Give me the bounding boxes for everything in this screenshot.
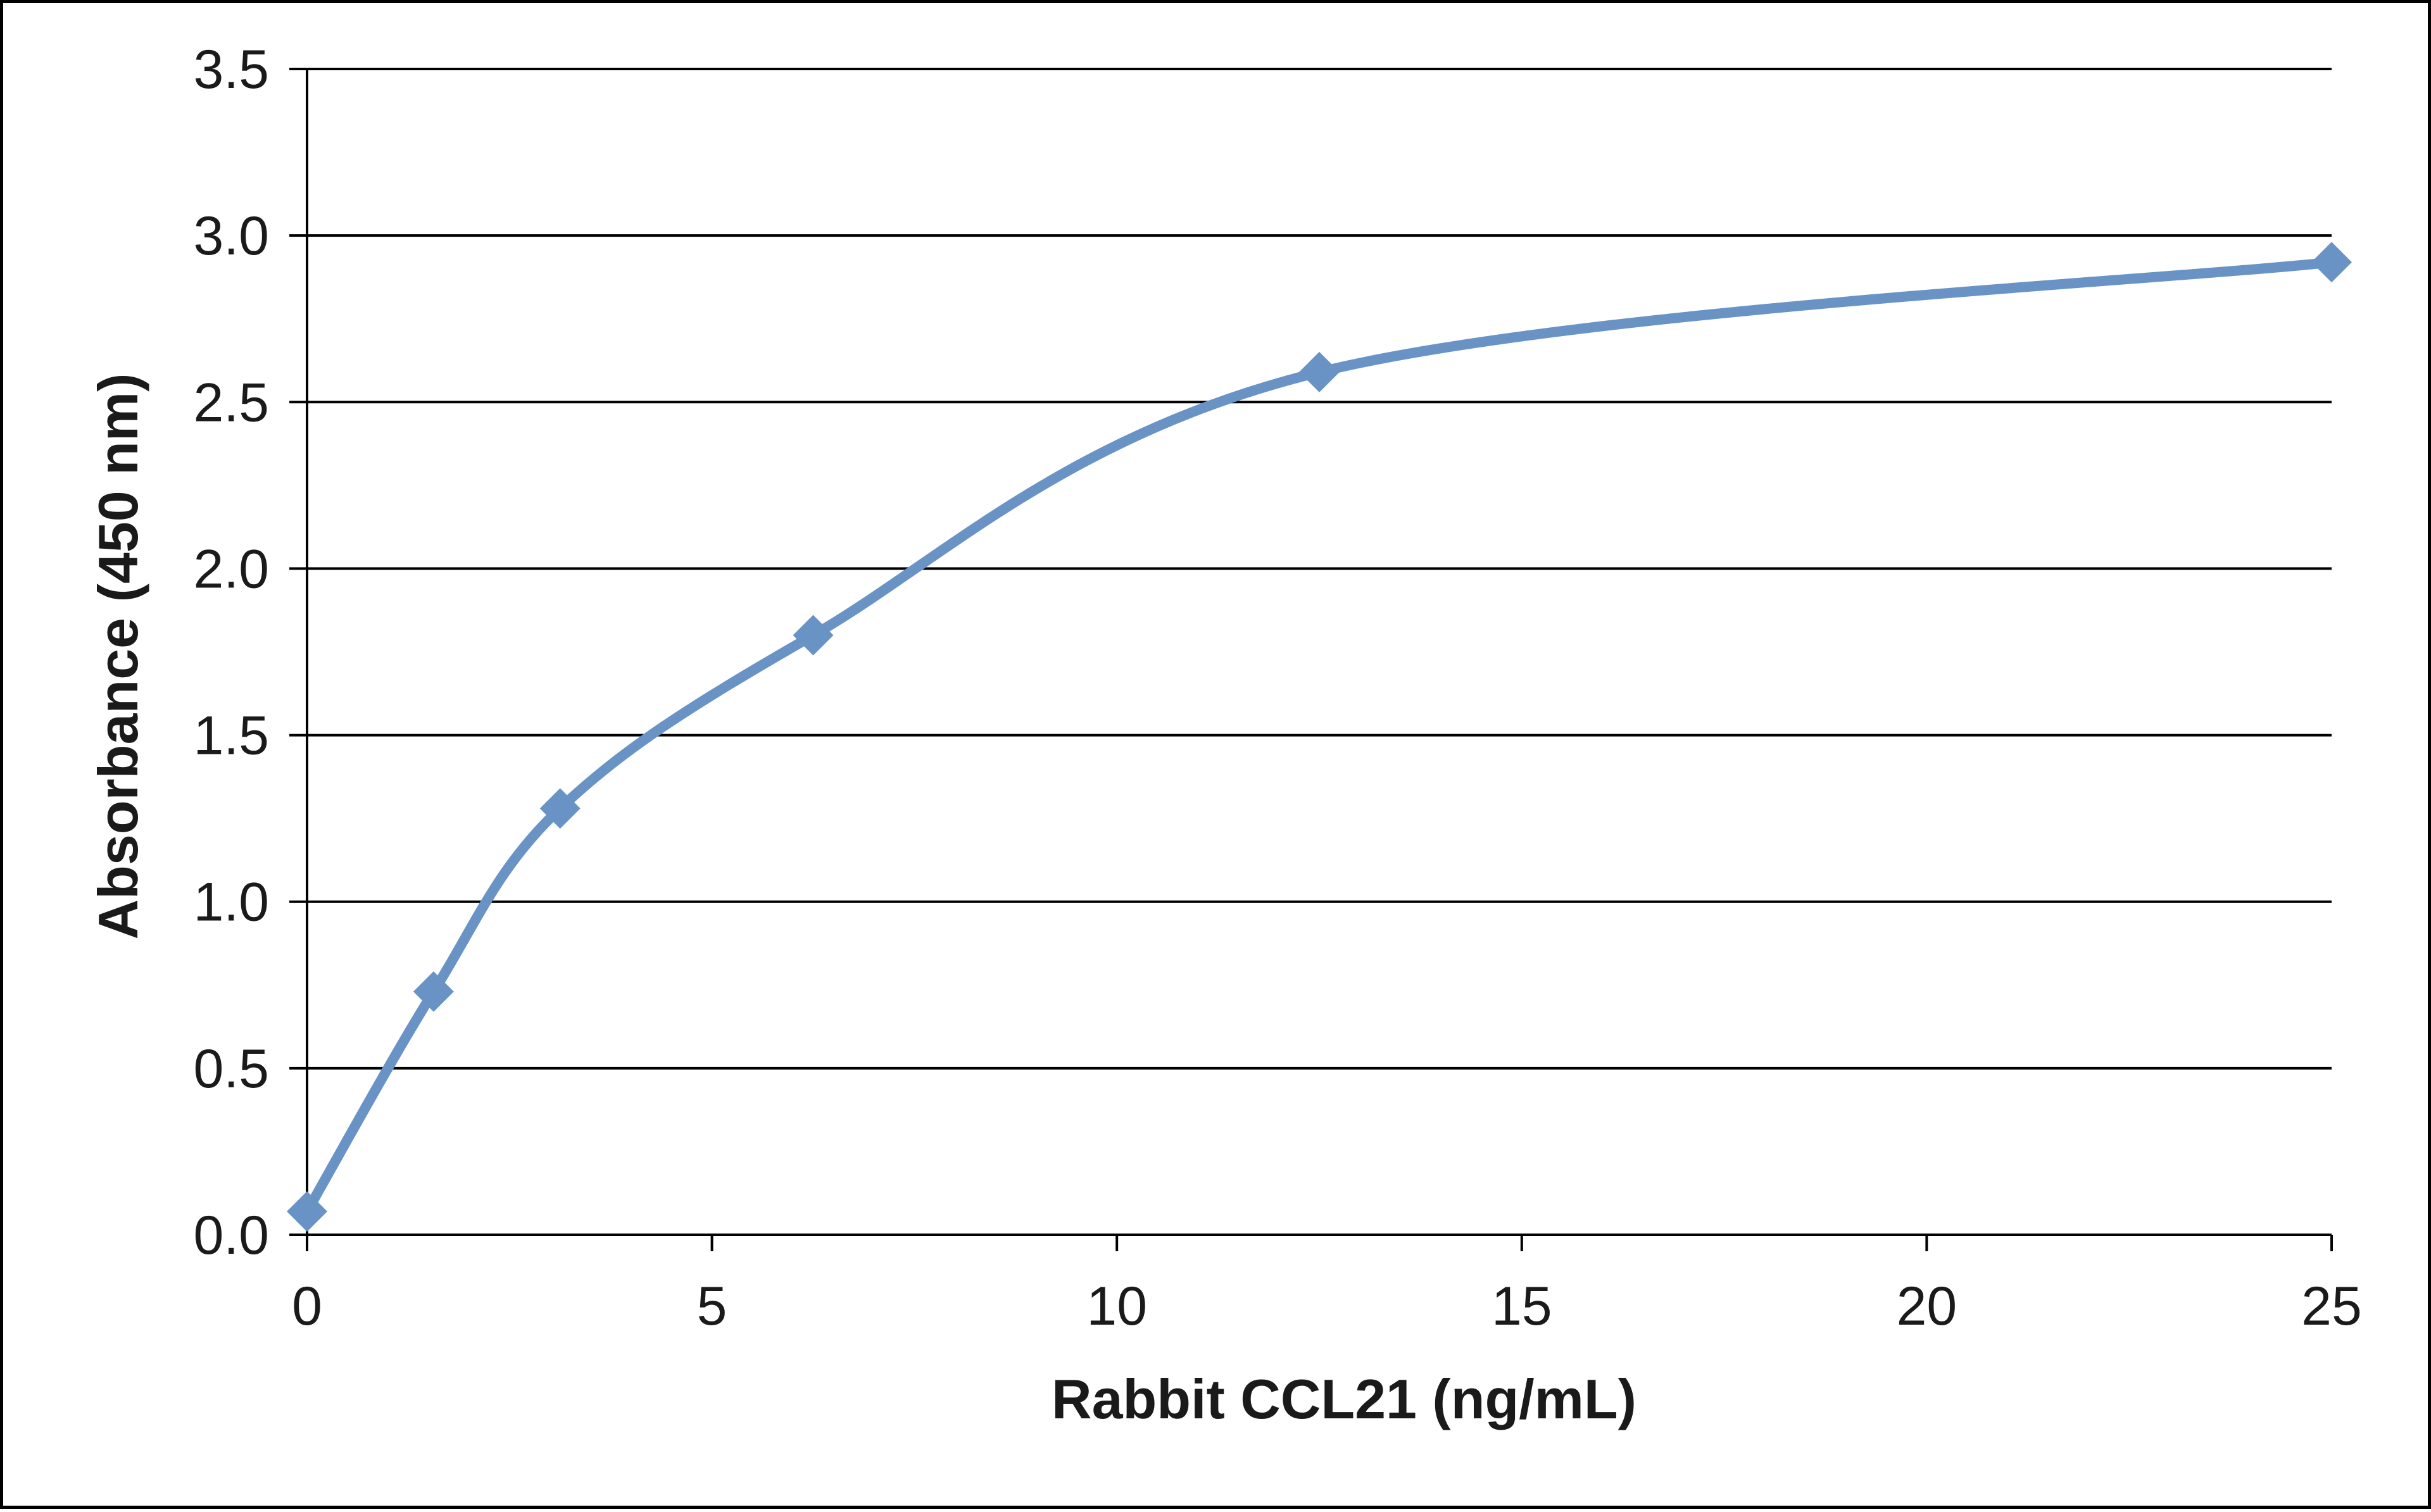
line-chart: 0.0 0.5 1.0 1.5 2.0 2.5 3.0 3.5 0 5 10 15 20 25 Rabbi… <box>87 39 2362 1430</box>
data-point-marker <box>1299 351 1340 392</box>
data-point-marker <box>287 1191 327 1232</box>
axes <box>289 69 2333 1251</box>
data-point-marker <box>2311 242 2352 283</box>
x-tick-label: 20 <box>1897 1276 1957 1337</box>
x-tick-label: 5 <box>697 1276 727 1337</box>
y-tick-label: 0.0 <box>193 1205 269 1266</box>
series <box>287 242 2352 1232</box>
x-axis-title: Rabbit CCL21 (ng/mL) <box>1052 1368 1636 1430</box>
y-tick-label: 1.5 <box>193 706 269 766</box>
x-tick-label: 10 <box>1086 1276 1147 1337</box>
x-tick-label: 0 <box>292 1276 322 1337</box>
data-point-marker <box>413 971 454 1012</box>
y-tick-label: 3.5 <box>193 39 269 100</box>
tick-labels: 0.0 0.5 1.0 1.5 2.0 2.5 3.0 3.5 0 5 10 15 20 25 <box>193 39 2361 1337</box>
gridlines <box>289 68 2332 1070</box>
y-tick-label: 2.5 <box>193 372 269 433</box>
data-point-marker <box>793 615 834 656</box>
y-tick-label: 1.0 <box>193 872 269 933</box>
data-point-marker <box>539 788 581 829</box>
y-tick-label: 2.0 <box>193 539 269 599</box>
x-tick-label: 25 <box>2301 1276 2362 1337</box>
x-tick-label: 15 <box>1492 1276 1552 1337</box>
y-tick-label: 3.0 <box>193 206 269 266</box>
y-axis-title: Absorbance (450 nm) <box>87 373 149 940</box>
y-tick-label: 0.5 <box>193 1039 269 1099</box>
